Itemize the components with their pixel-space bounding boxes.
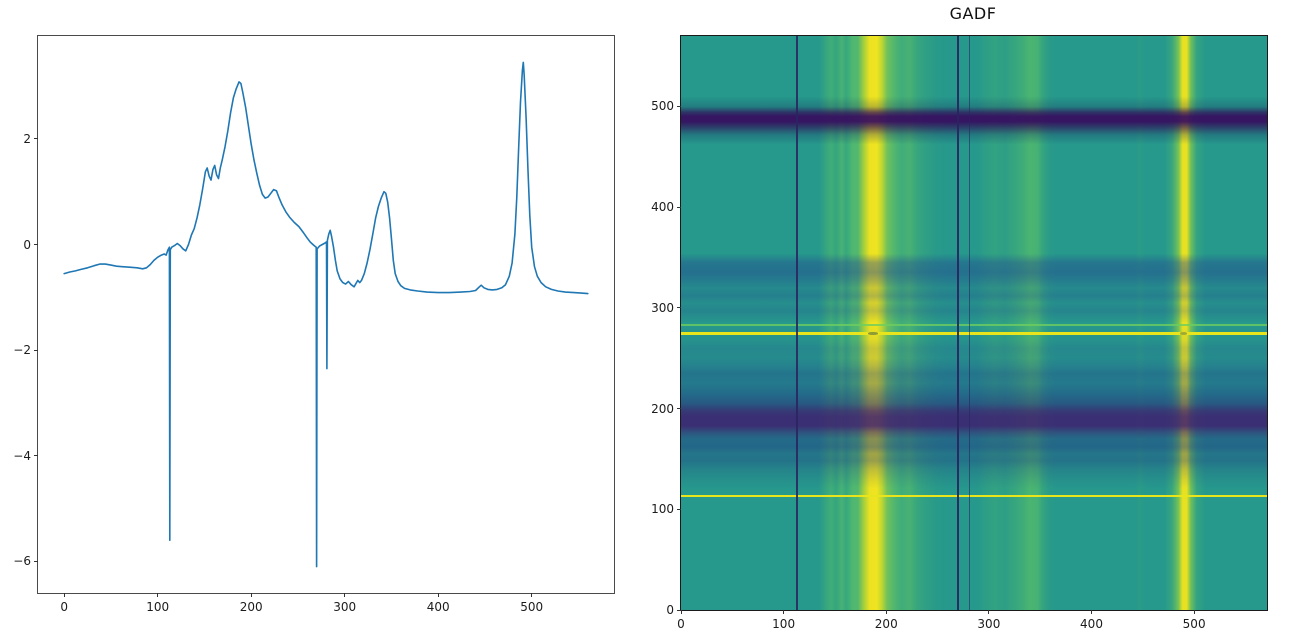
y-tick-mark: [677, 206, 681, 208]
heatmap-horizontal-line: [681, 494, 1267, 498]
series-path: [63, 61, 589, 568]
y-tick-mark: [677, 408, 681, 410]
x-tick-mark: [783, 610, 785, 614]
x-tick-mark: [437, 593, 439, 597]
x-tick-mark: [1193, 610, 1195, 614]
y-tick-mark: [34, 455, 38, 457]
x-tick-label: 200: [239, 600, 263, 614]
heatmap-line-marks: [681, 36, 1267, 610]
heatmap-crossing-dot: [867, 331, 878, 335]
gadf-title: GADF: [949, 4, 997, 23]
y-tick-mark: [677, 307, 681, 309]
y-tick-label: 0: [666, 603, 674, 617]
y-tick-label: 0: [23, 237, 31, 252]
y-tick-label: 100: [651, 502, 674, 517]
x-tick-label: 400: [1080, 617, 1103, 631]
gadf-heatmap-axes: 0 100 200 300 400 500 0 100 200 300 400 500: [651, 35, 1268, 631]
y-tick-label: −2: [13, 343, 31, 358]
y-tick-mark: [34, 349, 38, 351]
y-tick-mark: [677, 105, 681, 107]
y-tick-label: 500: [651, 99, 674, 114]
y-tick-label: 400: [651, 200, 674, 215]
y-tick-mark: [34, 560, 38, 562]
x-tick-mark: [680, 610, 682, 614]
x-tick-label: 500: [520, 600, 544, 614]
y-tick-mark: [34, 244, 38, 246]
x-tick-label: 0: [677, 617, 685, 631]
heatmap-vertical-line: [795, 36, 798, 610]
heatmap-horizontal-line: [681, 323, 1267, 326]
x-tick-label: 300: [333, 600, 357, 614]
line-plot-axes: 0 100 200 300 400 500 2 0 −2 −4 −6: [13, 35, 615, 614]
y-tick-label: 2: [23, 131, 31, 146]
x-tick-mark: [344, 593, 346, 597]
x-tick-label: 0: [60, 600, 68, 614]
x-tick-mark: [885, 610, 887, 614]
heatmap-horizontal-bands: [681, 36, 1267, 610]
y-tick-label: −4: [13, 448, 31, 463]
x-tick-label: 500: [1182, 617, 1206, 631]
heatmap-crossing-dot: [1180, 331, 1188, 335]
y-tick-label: 200: [651, 401, 674, 416]
y-tick-mark: [34, 138, 38, 140]
x-tick-mark: [531, 593, 533, 597]
x-tick-mark: [63, 593, 65, 597]
y-tick-label: −6: [13, 554, 31, 569]
x-tick-label: 200: [874, 617, 898, 631]
heatmap-vertical-line: [956, 36, 960, 610]
x-tick-mark: [157, 593, 159, 597]
y-tick-label: 300: [651, 300, 674, 315]
heatmap-vertical-line: [968, 36, 971, 610]
x-tick-label: 100: [772, 617, 796, 631]
time-series-line: [63, 61, 589, 568]
x-tick-label: 300: [977, 617, 1001, 631]
x-tick-mark: [988, 610, 990, 614]
y-tick-mark: [677, 508, 681, 510]
x-tick-mark: [250, 593, 252, 597]
x-tick-mark: [1091, 610, 1092, 614]
x-tick-label: 100: [146, 600, 170, 614]
y-tick-mark: [677, 609, 681, 611]
heatmap-horizontal-line: [681, 331, 1267, 335]
x-tick-label: 400: [426, 600, 450, 614]
